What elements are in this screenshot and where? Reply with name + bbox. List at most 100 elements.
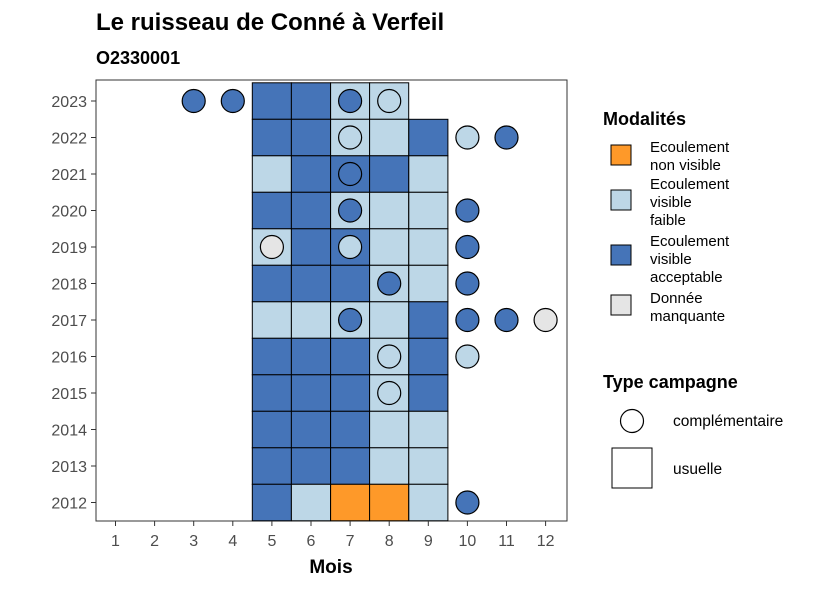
legend-title-modalites: Modalités — [603, 109, 686, 129]
legend-key-va — [610, 244, 632, 266]
tile-2021-6 — [290, 155, 331, 193]
x-tick-label-10: 10 — [459, 533, 477, 550]
tile-2021-9 — [408, 155, 449, 193]
tile-2020-6 — [290, 191, 331, 230]
tile-2018-5 — [251, 264, 292, 303]
tile-2013-8 — [369, 447, 410, 485]
tile-2017-5 — [251, 301, 292, 339]
tile-2018-9 — [408, 264, 449, 303]
point-2023-8 — [377, 88, 402, 114]
tile-2014-7 — [330, 410, 371, 449]
legend-label-va-1: visible — [650, 251, 692, 268]
legend: Modalités Ecoulement non visible Ecoulement… — [603, 109, 783, 489]
tile-2016-7 — [330, 337, 371, 376]
legend-label-dm-0: Donnée — [650, 290, 703, 307]
point-2017-11 — [494, 307, 519, 333]
tile-2021-5 — [251, 155, 292, 193]
legend-key-nv — [610, 144, 632, 166]
legend-label-usuelle: usuelle — [673, 461, 722, 478]
legend-label-nv-1: non visible — [650, 157, 721, 174]
tile-2014-8 — [369, 410, 410, 449]
legend-label-complementaire: complémentaire — [673, 413, 783, 430]
point-2023-7 — [338, 88, 363, 114]
y-tick-label-2017: 2017 — [51, 313, 87, 330]
point-2017-12 — [533, 307, 558, 333]
y-tick-label-2014: 2014 — [51, 423, 87, 440]
tile-2019-6 — [290, 228, 331, 266]
tile-2016-9 — [408, 337, 449, 376]
tile-2020-5 — [251, 191, 292, 230]
tile-2020-8 — [369, 191, 410, 230]
tile-2015-9 — [408, 374, 449, 412]
legend-label-va-2: acceptable — [650, 269, 723, 286]
chart-title: Le ruisseau de Conné à Verfeil — [96, 9, 444, 36]
x-tick-label-3: 3 — [189, 533, 198, 550]
tile-2022-8 — [369, 118, 410, 157]
y-tick-label-2022: 2022 — [51, 131, 87, 148]
tile-2023-5 — [251, 82, 292, 120]
tile-2012-7 — [330, 483, 371, 522]
tile-2013-6 — [290, 447, 331, 485]
x-tick-label-1: 1 — [111, 533, 120, 550]
y-tick-label-2019: 2019 — [51, 240, 87, 257]
y-tick-label-2015: 2015 — [51, 386, 87, 403]
legend-label-vf-1: visible — [650, 194, 692, 211]
point-2020-7 — [338, 198, 363, 223]
tile-2012-8 — [369, 483, 410, 522]
tile-2012-5 — [251, 483, 292, 522]
x-tick-label-12: 12 — [537, 533, 555, 550]
tile-2017-9 — [408, 301, 449, 339]
x-tick-label-5: 5 — [267, 533, 276, 550]
x-tick-label-8: 8 — [385, 533, 394, 550]
y-tick-label-2018: 2018 — [51, 277, 87, 294]
tile-2012-9 — [408, 483, 449, 522]
tile-2023-6 — [290, 82, 331, 120]
x-tick-label-2: 2 — [150, 533, 159, 550]
tile-2019-9 — [408, 228, 449, 266]
point-2017-10 — [455, 307, 480, 333]
point-2023-3 — [181, 88, 206, 114]
point-2020-10 — [455, 198, 480, 223]
tile-2014-9 — [408, 410, 449, 449]
tile-2013-5 — [251, 447, 292, 485]
legend-label-dm-1: manquante — [650, 308, 725, 325]
legend-label-vf-2: faible — [650, 212, 686, 229]
tile-2015-5 — [251, 374, 292, 412]
tile-2019-8 — [369, 228, 410, 266]
point-2018-10 — [455, 271, 480, 296]
point-2021-7 — [338, 161, 363, 187]
x-tick-label-7: 7 — [346, 533, 355, 550]
x-tick-label-6: 6 — [307, 533, 316, 550]
y-tick-label-2012: 2012 — [51, 496, 87, 513]
point-2023-4 — [220, 88, 245, 114]
tile-2012-6 — [290, 483, 331, 522]
legend-key-vf — [610, 189, 632, 211]
tile-2013-9 — [408, 447, 449, 485]
tile-2018-6 — [290, 264, 331, 303]
y-tick-label-2021: 2021 — [51, 167, 87, 184]
point-2022-10 — [455, 125, 480, 150]
point-2016-10 — [455, 344, 480, 369]
tile-2018-7 — [330, 264, 371, 303]
tile-2021-8 — [369, 155, 410, 193]
tile-2014-5 — [251, 410, 292, 449]
tile-2016-5 — [251, 337, 292, 376]
y-tick-label-2013: 2013 — [51, 459, 87, 476]
tile-2017-8 — [369, 301, 410, 339]
tile-2019-7 — [330, 228, 371, 266]
tile-2020-9 — [408, 191, 449, 230]
tile-2022-6 — [290, 118, 331, 157]
x-tick-label-9: 9 — [424, 533, 433, 550]
tile-2016-6 — [290, 337, 331, 376]
legend-title-type-campagne: Type campagne — [603, 372, 738, 392]
point-2019-7 — [338, 234, 363, 260]
point-2019-5 — [259, 234, 284, 260]
tile-2013-7 — [330, 447, 371, 485]
legend-key-dm — [610, 294, 632, 316]
point-2016-8 — [377, 344, 402, 369]
point-2017-7 — [338, 307, 363, 333]
tile-2014-6 — [290, 410, 331, 449]
legend-label-vf-0: Ecoulement — [650, 176, 730, 193]
legend-label-va-0: Ecoulement — [650, 233, 730, 250]
